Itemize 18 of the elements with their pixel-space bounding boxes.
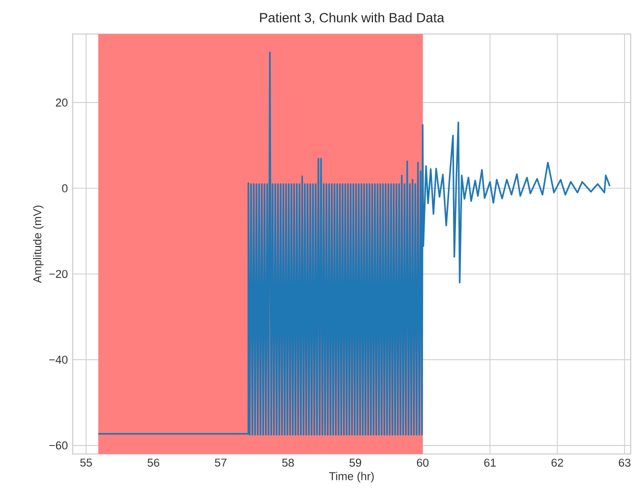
x-tick-label: 63 [618,458,630,467]
chart-title: Patient 3, Chunk with Bad Data [260,12,444,24]
x-tick-label: 56 [148,458,160,467]
x-tick-label: 57 [214,458,226,467]
x-tick-label: 59 [350,458,362,467]
y-axis-title: Amplitude (mV) [33,206,44,284]
x-tick-label: 55 [80,458,92,467]
x-tick-label: 62 [552,458,564,467]
y-tick-label: 20 [56,98,68,107]
x-axis-title: Time (hr) [329,472,374,482]
y-tick-label: −20 [49,270,68,278]
x-tick-label: 58 [282,458,294,467]
y-tick-label: 0 [62,184,68,192]
y-tick-label: −60 [49,441,68,450]
line-series [97,52,611,436]
x-tick-label: 61 [484,458,496,467]
y-tick-label: −40 [49,356,68,364]
x-tick-label: 60 [416,458,429,467]
